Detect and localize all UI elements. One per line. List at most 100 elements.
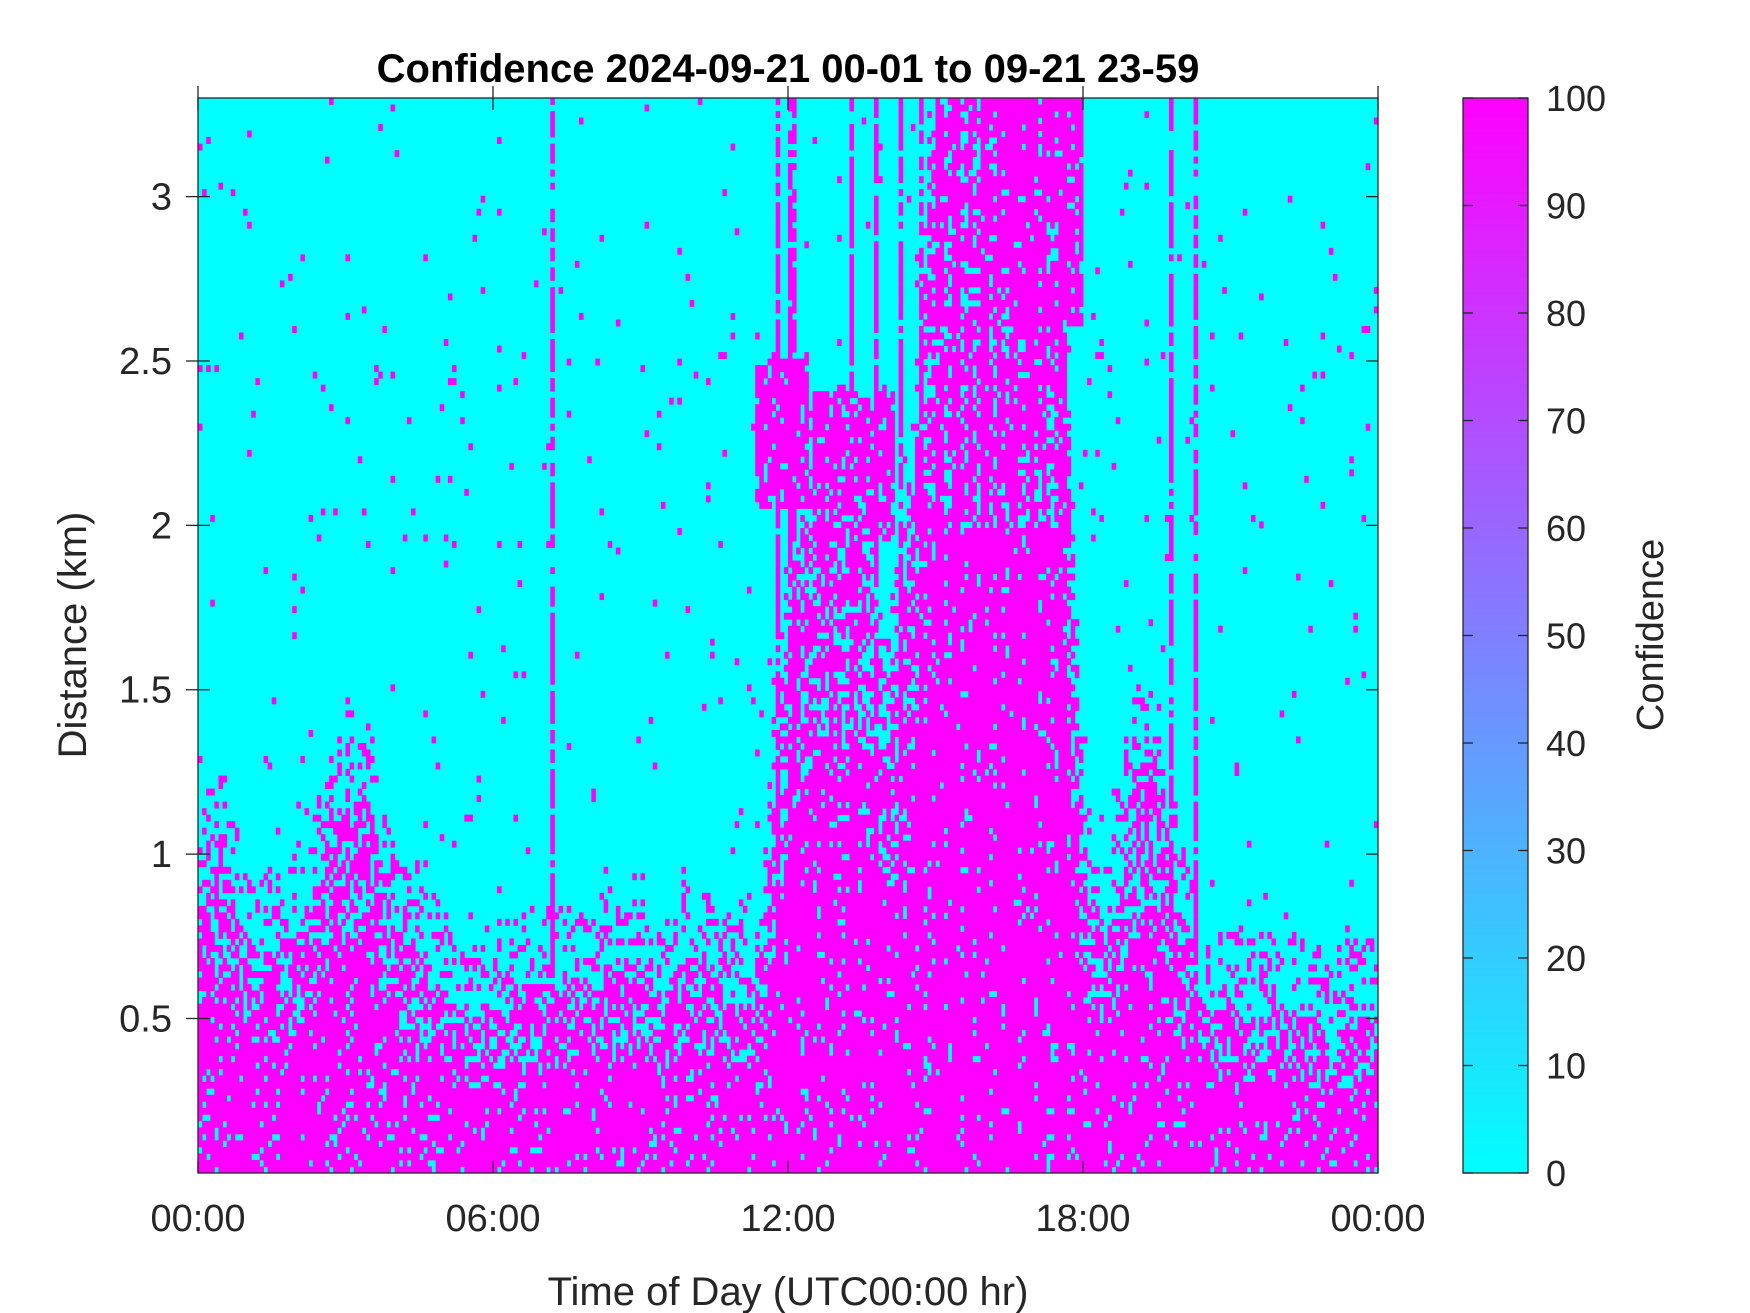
heatmap-cell xyxy=(788,521,793,529)
heatmap-cell xyxy=(456,1127,461,1135)
heatmap-cell xyxy=(415,1159,420,1167)
heatmap-cell xyxy=(423,1114,428,1122)
heatmap-cell xyxy=(292,944,297,952)
heatmap-cell xyxy=(607,990,613,998)
heatmap-cell xyxy=(415,866,420,874)
heatmap-cell xyxy=(788,528,793,535)
heatmap-cell xyxy=(677,1153,682,1161)
heatmap-cell xyxy=(620,938,625,946)
heatmap-cell xyxy=(710,1029,715,1037)
heatmap-cell xyxy=(292,964,297,972)
heatmap-cell xyxy=(353,879,359,887)
heatmap-cell xyxy=(607,1068,613,1076)
heatmap-cell xyxy=(681,1088,686,1096)
heatmap-cell xyxy=(460,417,465,425)
heatmap-cell xyxy=(685,1068,691,1076)
heatmap-cell xyxy=(550,397,555,405)
heatmap-cell xyxy=(550,990,555,998)
heatmap-cell xyxy=(783,749,789,757)
heatmap-cell xyxy=(501,1075,506,1083)
heatmap-cell xyxy=(550,273,555,281)
heatmap-cell xyxy=(214,1081,219,1089)
heatmap-cell xyxy=(550,436,555,444)
heatmap-cell xyxy=(300,944,305,952)
heatmap-cell xyxy=(513,378,518,386)
heatmap-cell xyxy=(660,938,666,946)
heatmap-cell xyxy=(341,971,346,978)
heatmap-cell xyxy=(206,1120,211,1128)
heatmap-cell xyxy=(542,462,547,470)
heatmap-cell xyxy=(214,899,219,907)
heatmap-cell xyxy=(464,1036,469,1044)
heatmap-cell xyxy=(390,925,396,933)
heatmap-cell xyxy=(357,788,363,796)
heatmap-cell xyxy=(788,514,793,522)
heatmap-cell xyxy=(775,580,781,588)
heatmap-cell xyxy=(685,1127,691,1135)
heatmap-cell xyxy=(583,977,588,985)
heatmap-cell xyxy=(554,1010,559,1018)
heatmap-cell xyxy=(238,1088,244,1096)
heatmap-cell xyxy=(734,1114,740,1122)
heatmap-cell xyxy=(337,827,342,835)
heatmap-cell xyxy=(660,1140,666,1148)
heatmap-cell xyxy=(738,1133,744,1141)
heatmap-cell xyxy=(447,1166,453,1174)
heatmap-cell xyxy=(263,958,269,965)
heatmap-cell xyxy=(247,1159,252,1167)
heatmap-cell xyxy=(603,905,609,913)
heatmap-cell xyxy=(550,1146,555,1154)
heatmap-cell xyxy=(353,944,359,952)
heatmap-cell xyxy=(788,756,793,763)
heatmap-cell xyxy=(550,1133,555,1141)
heatmap-cell xyxy=(300,866,305,874)
heatmap-cell xyxy=(337,1114,342,1122)
heatmap-cell xyxy=(648,716,654,724)
heatmap-cell xyxy=(234,1036,240,1044)
heatmap-cell xyxy=(771,899,777,907)
heatmap-cell xyxy=(771,1101,777,1109)
heatmap-cell xyxy=(751,1159,756,1167)
heatmap-cell xyxy=(562,1075,568,1083)
heatmap-cell xyxy=(722,1159,727,1167)
heatmap-cell xyxy=(382,931,387,939)
heatmap-cell xyxy=(325,886,330,894)
heatmap-cell xyxy=(226,886,232,894)
heatmap-cell xyxy=(468,814,473,822)
heatmap-cell xyxy=(636,1068,641,1076)
heatmap-cell xyxy=(472,1068,478,1076)
heatmap-cell xyxy=(775,436,781,444)
heatmap-cell xyxy=(607,1094,613,1102)
heatmap-cell xyxy=(677,358,682,366)
heatmap-cell xyxy=(206,1016,211,1024)
heatmap-cell xyxy=(460,1153,465,1161)
heatmap-cell xyxy=(480,1114,486,1122)
heatmap-cell xyxy=(267,1055,273,1063)
heatmap-cell xyxy=(345,984,350,991)
heatmap-cell xyxy=(624,1094,629,1102)
heatmap-cell xyxy=(345,1036,350,1044)
heatmap-cell xyxy=(230,1068,236,1076)
heatmap-cell xyxy=(435,1140,441,1148)
heatmap-cell xyxy=(357,971,363,978)
heatmap-cell xyxy=(701,964,707,972)
heatmap-cell xyxy=(525,1159,531,1167)
heatmap-cell xyxy=(673,1036,678,1044)
heatmap-cell xyxy=(243,1101,248,1109)
heatmap-cell xyxy=(402,990,408,998)
heatmap-cell xyxy=(263,756,269,763)
heatmap-cell xyxy=(316,1062,322,1070)
heatmap-cell xyxy=(607,977,613,985)
heatmap-cell xyxy=(415,990,420,998)
heatmap-cell xyxy=(505,1081,510,1089)
heatmap-cell xyxy=(673,977,678,985)
heatmap-cell xyxy=(357,866,363,874)
heatmap-cell xyxy=(636,1127,641,1135)
heatmap-cell xyxy=(472,1153,478,1161)
heatmap-cell xyxy=(357,743,363,750)
heatmap-cell xyxy=(628,1062,633,1070)
heatmap-cell xyxy=(574,1016,580,1024)
heatmap-cell xyxy=(775,554,781,561)
heatmap-cell xyxy=(693,1003,699,1011)
heatmap-cell xyxy=(509,462,514,470)
